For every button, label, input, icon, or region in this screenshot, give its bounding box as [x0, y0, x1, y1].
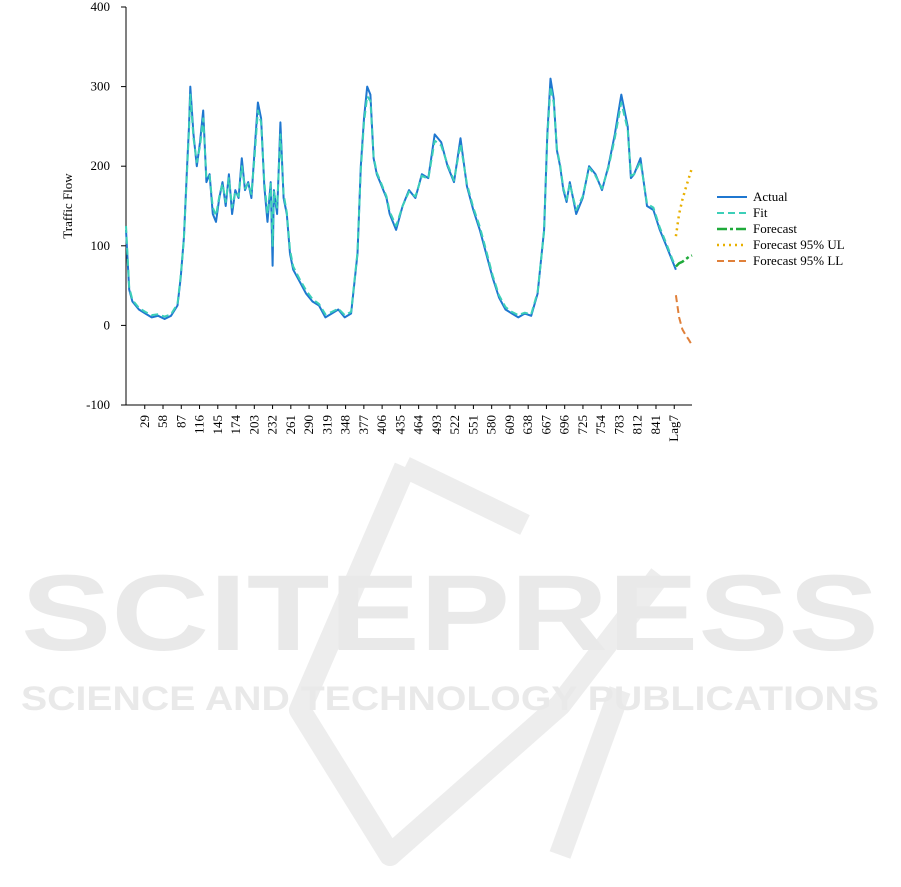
- legend-label: Forecast 95% LL: [753, 253, 843, 268]
- x-tick-label: 522: [447, 415, 462, 435]
- x-tick-label: 261: [283, 415, 298, 435]
- scitepress-watermark: SCITEPRESS SCIENCE AND TECHNOLOGY PUBLIC…: [21, 457, 879, 866]
- watermark-tagline: SCIENCE AND TECHNOLOGY PUBLICATIONS: [21, 680, 879, 718]
- series-layer: [125, 77, 694, 346]
- x-tick-label: 348: [338, 415, 353, 435]
- x-tick-label: 783: [611, 415, 626, 435]
- series-forecast: [675, 254, 693, 268]
- y-tick-label: 200: [91, 158, 111, 173]
- legend-label: Actual: [753, 189, 788, 204]
- series-forecast-95-ul: [674, 167, 694, 237]
- y-tick-label: 100: [91, 238, 111, 253]
- y-tick-label: -100: [86, 397, 110, 412]
- x-tick-label: 638: [520, 415, 535, 435]
- x-tick-label: 812: [630, 415, 645, 435]
- y-tick-label: 300: [91, 79, 111, 94]
- y-tick-label: 400: [91, 0, 111, 14]
- x-tick-label: Lag7: [666, 415, 681, 442]
- x-tick-label: 377: [356, 415, 371, 435]
- x-tick-label: 319: [319, 415, 334, 435]
- x-tick-label: 29: [137, 415, 152, 428]
- x-tick-label: 609: [502, 415, 517, 435]
- x-tick-label: 290: [301, 415, 316, 435]
- watermark-brand: SCITEPRESS: [21, 552, 879, 673]
- x-tick-label: 406: [374, 415, 389, 435]
- x-tick-label: 696: [557, 415, 572, 435]
- series-forecast-95-ll: [674, 295, 693, 346]
- x-tick-label: 203: [246, 415, 261, 435]
- line-chart: Traffic Flow 400 300 200 100 0 -100 29 58 87 116…: [60, 0, 845, 442]
- x-tick-label: 551: [465, 415, 480, 435]
- x-tick-label: 232: [265, 415, 280, 435]
- x-tick-label: 145: [210, 415, 225, 435]
- x-tick-label: 58: [155, 415, 170, 428]
- y-axis-label: Traffic Flow: [60, 173, 75, 239]
- y-tick-label: 0: [104, 317, 111, 332]
- x-tick-label: 841: [648, 415, 663, 435]
- x-tick-label: 174: [228, 415, 243, 435]
- scitepress-logo-graphic: [289, 457, 669, 866]
- legend-label: Forecast: [753, 221, 797, 236]
- legend-label: Fit: [753, 205, 768, 220]
- x-tick-label: 580: [484, 415, 499, 435]
- series-actual: [125, 77, 677, 320]
- x-tick-label: 667: [538, 415, 553, 435]
- x-axis: 29 58 87 116 145 174 203 232 261 290 319 348 377 406 4…: [126, 404, 692, 442]
- x-tick-label: 116: [192, 415, 207, 435]
- x-tick-label: 435: [392, 415, 407, 435]
- x-tick-label: 493: [429, 415, 444, 435]
- y-axis: 400 300 200 100 0 -100: [86, 0, 127, 412]
- x-tick-label: 725: [575, 415, 590, 435]
- x-tick-label: 464: [411, 415, 426, 435]
- series-fit: [125, 85, 677, 318]
- x-tick-label: 87: [173, 415, 188, 429]
- x-tick-label: 754: [593, 415, 608, 435]
- legend-label: Forecast 95% UL: [753, 237, 845, 252]
